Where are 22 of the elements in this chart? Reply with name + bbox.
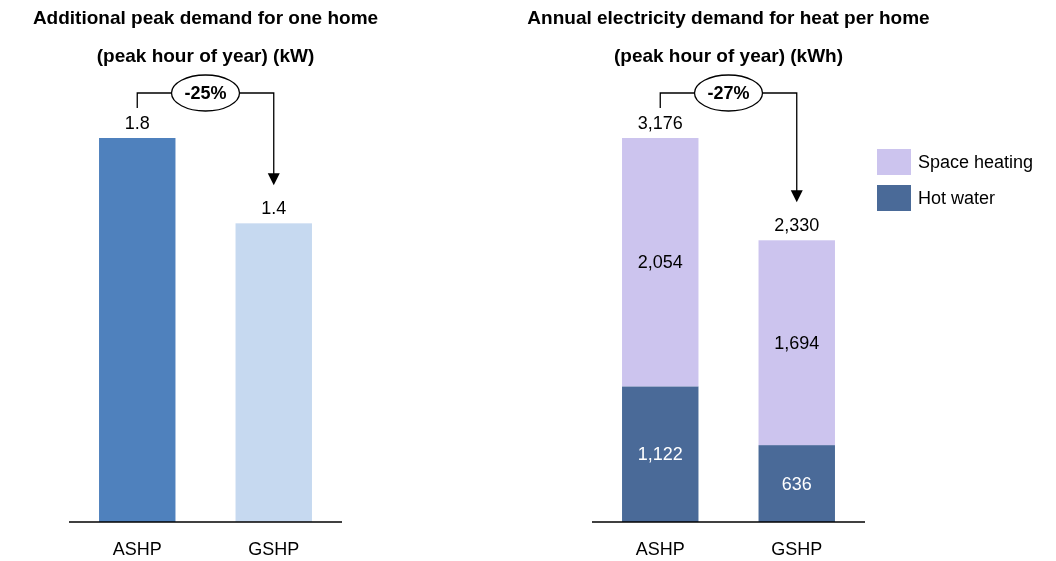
bar bbox=[622, 138, 699, 387]
text: -25% bbox=[184, 83, 227, 104]
data-label: 636 bbox=[781, 473, 812, 494]
x-tick-label: ASHP bbox=[112, 539, 162, 560]
chart-title: Additional peak demand for one home (peak hour of year) (kW) bbox=[32, 7, 379, 66]
data-label: 2,054 bbox=[637, 252, 683, 273]
data-label: 1.8 bbox=[124, 113, 150, 133]
data-label: 1.4 bbox=[261, 198, 287, 219]
data-label: 1,122 bbox=[637, 444, 683, 465]
x-tick-label: ASHP bbox=[635, 539, 685, 560]
bar bbox=[758, 445, 835, 522]
x-tick-label: GSHP bbox=[771, 539, 823, 560]
bar bbox=[622, 386, 699, 522]
text: -27% bbox=[707, 83, 750, 104]
bar bbox=[758, 240, 835, 446]
total-label: 2,330 bbox=[774, 215, 820, 236]
chart-title: Annual electricity demand for heat per home (peak hour of year) (kWh) bbox=[527, 7, 930, 66]
data-label: 1,694 bbox=[774, 333, 820, 353]
x-tick-label: GSHP bbox=[248, 539, 300, 560]
legend-label: Space heating bbox=[918, 152, 1034, 173]
legend-label: Hot water bbox=[918, 188, 996, 209]
total-label: 3,176 bbox=[637, 113, 683, 133]
